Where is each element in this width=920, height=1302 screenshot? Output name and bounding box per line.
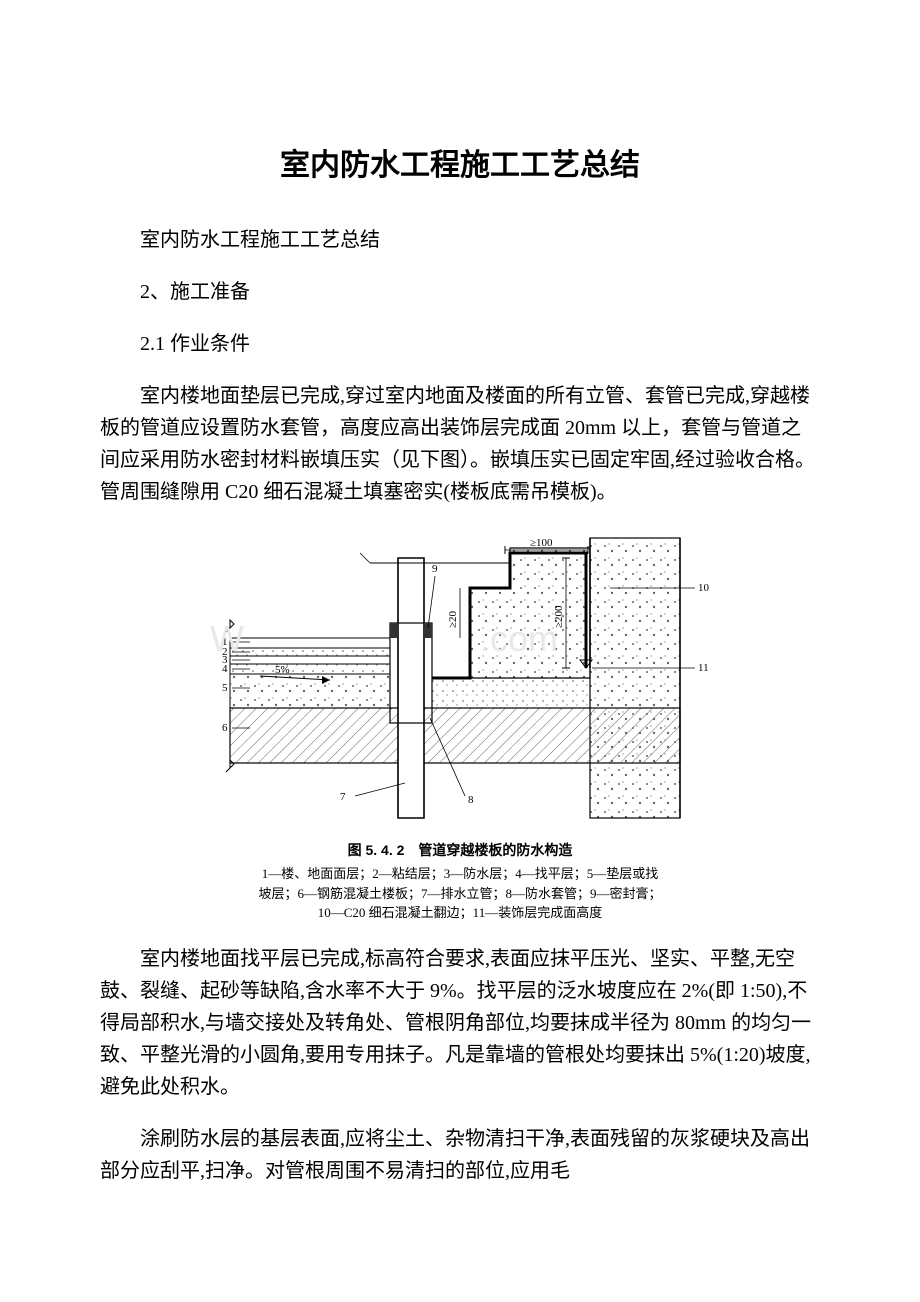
paragraph-body-1: 室内楼地面垫层已完成,穿过室内地面及楼面的所有立管、套管已完成,穿越楼板的管道应…: [100, 380, 820, 508]
label-n9: 9: [432, 563, 438, 575]
label-n8: 8: [468, 794, 474, 806]
paragraph-section-2: 2、施工准备: [100, 276, 820, 308]
figure-legend: 1—楼、地面面层；2—粘结层；3—防水层；4—找平层；5—垫层或找 坡层；6—钢…: [180, 864, 740, 923]
document-page: 室内防水工程施工工艺总结 室内防水工程施工工艺总结 2、施工准备 2.1 作业条…: [0, 0, 920, 1261]
paragraph-body-2: 室内楼地面找平层已完成,标高符合要求,表面应抹平压光、坚实、平整,无空鼓、裂缝、…: [100, 943, 820, 1103]
label-n11: 11: [698, 662, 709, 674]
legend-line-2: 坡层；6—钢筋混凝土楼板；7—排水立管；8—防水套管；9—密封膏；: [258, 886, 661, 901]
page-title: 室内防水工程施工工艺总结: [100, 140, 820, 184]
paragraph-body-3: 涂刷防水层的基层表面,应将尘土、杂物清扫干净,表面残留的灰浆硬块及高出部分应刮平…: [100, 1123, 820, 1187]
legend-line-1: 1—楼、地面面层；2—粘结层；3—防水层；4—找平层；5—垫层或找: [262, 866, 659, 881]
paragraph-section-2-1: 2.1 作业条件: [100, 328, 820, 360]
legend-line-3: 10—C20 细石混凝土翻边；11—装饰层完成面高度: [318, 905, 602, 920]
label-slope: 5%: [275, 664, 290, 676]
label-ge200: ≥200: [553, 605, 565, 628]
label-n5: 5: [222, 682, 228, 694]
diagram-svg: 5% ≥100: [210, 528, 710, 828]
figure-caption: 图 5. 4. 2 管道穿越楼板的防水构造: [100, 840, 820, 860]
label-n7: 7: [340, 791, 346, 803]
label-ge100: ≥100: [530, 537, 553, 549]
label-n4: 4: [222, 663, 228, 675]
figure-pipe-waterproof: W .com: [100, 528, 820, 923]
paragraph-subtitle: 室内防水工程施工工艺总结: [100, 224, 820, 256]
label-n6: 6: [222, 722, 228, 734]
label-ge20: ≥20: [447, 611, 459, 629]
label-n10: 10: [698, 582, 710, 594]
